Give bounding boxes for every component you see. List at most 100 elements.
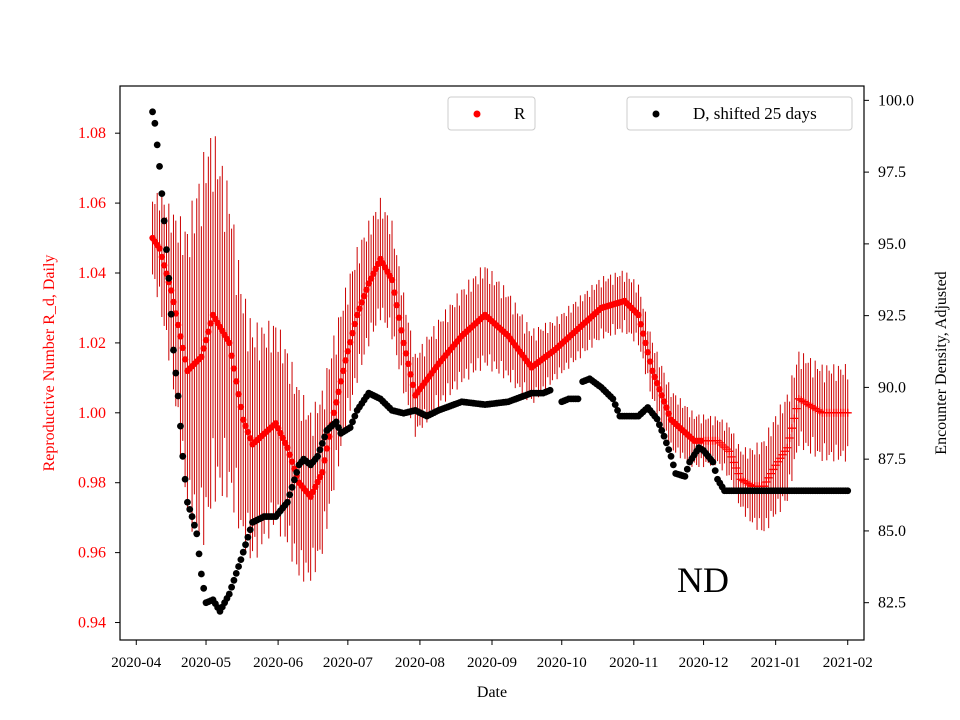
x-tick-label: 2020-10 [537,655,587,671]
r-point [240,416,247,423]
y-tick-label: 0.96 [78,545,106,562]
r-point [226,339,233,347]
y2-tick-label: 85.0 [878,523,906,540]
r-point [649,367,656,375]
r-point [309,488,317,496]
r-point [785,433,794,442]
x-tick-label: 2020-06 [253,655,303,671]
r-point [635,311,642,319]
r-point [200,345,207,352]
r-point [281,439,289,447]
d-point [197,570,205,578]
d-point [318,439,326,447]
y-tick-label: 1.06 [78,195,106,212]
r-point [398,327,405,334]
d-point [170,346,177,354]
r-point [167,287,175,294]
r-point [360,292,368,300]
d-point [709,458,717,466]
d-point [191,521,198,529]
r-point [247,434,254,442]
r-point [639,330,647,337]
d-point [242,541,249,549]
d-point [669,461,677,469]
r-point [734,469,743,478]
r-point [342,357,349,364]
r-point [787,424,796,433]
d-point [181,475,189,483]
y2-tick-label: 95.0 [878,236,906,253]
right-y-axis-ticks: 82.5 85.0 87.5 90.0 92.5 95.0 97.5 100.0 [864,92,914,612]
x-tick-label: 2020-05 [181,655,231,671]
r-point [653,379,661,387]
r-point [767,469,775,478]
r-point [228,352,235,359]
r-point [279,434,286,442]
r-point [391,289,398,296]
d-point [665,446,673,453]
d-point [611,401,619,409]
x-tick-label: 2020-11 [609,655,658,671]
d-point [193,530,201,538]
r-point [363,286,370,293]
r-point [409,381,417,389]
d-point [160,217,168,225]
r-point [321,457,328,464]
d-point [660,432,668,440]
r-point [274,424,282,432]
r-point [179,344,186,352]
d-point [186,505,194,513]
d-point [246,526,254,534]
r-point [177,333,184,340]
legend-d-box [626,96,853,131]
r-point [158,253,166,261]
r-point [330,409,338,417]
r-point [400,339,407,347]
d-point [195,550,203,558]
y2-tick-label: 92.5 [878,308,906,325]
d-point [332,418,340,426]
r-point [277,429,284,437]
r-point [207,320,214,327]
y-tick-label: 1.04 [78,265,106,282]
r-point [637,321,644,328]
legend-r-label: R [514,104,526,123]
d-point [658,427,666,434]
r-point [230,365,238,372]
d-point [653,415,661,423]
d-point [237,556,245,564]
r-point [642,339,649,347]
d-point [284,498,291,506]
y-tick-label: 0.94 [78,615,106,632]
d-point [156,162,163,170]
r-point [202,336,210,344]
d-point [614,406,621,414]
d-point [314,452,322,460]
y2-tick-label: 87.5 [878,451,906,468]
d-point [188,513,196,520]
y2-tick-label: 100.0 [878,92,914,109]
d-point [153,141,161,149]
d-point [228,583,236,591]
r-point [732,464,741,473]
r-point [725,447,734,456]
left-y-axis-ticks: 0.94 0.96 0.98 1.00 1.02 1.04 1.06 1.08 [78,125,120,632]
d-point [711,467,719,475]
d-point [546,386,554,394]
r-point [170,298,177,306]
r-point [335,388,342,396]
state-annotation: ND [677,560,729,600]
r-point [340,367,347,375]
y2-tick-label: 82.5 [878,595,906,612]
r-point [351,320,359,328]
d-point [609,395,617,403]
d-point [163,246,170,254]
r-point [244,428,252,436]
r-point [790,414,799,423]
d-point [158,190,166,198]
x-tick-label: 2021-01 [751,655,801,671]
d-point [290,476,298,484]
r-point [346,339,354,346]
r-point [395,314,403,321]
d-point [335,424,342,431]
